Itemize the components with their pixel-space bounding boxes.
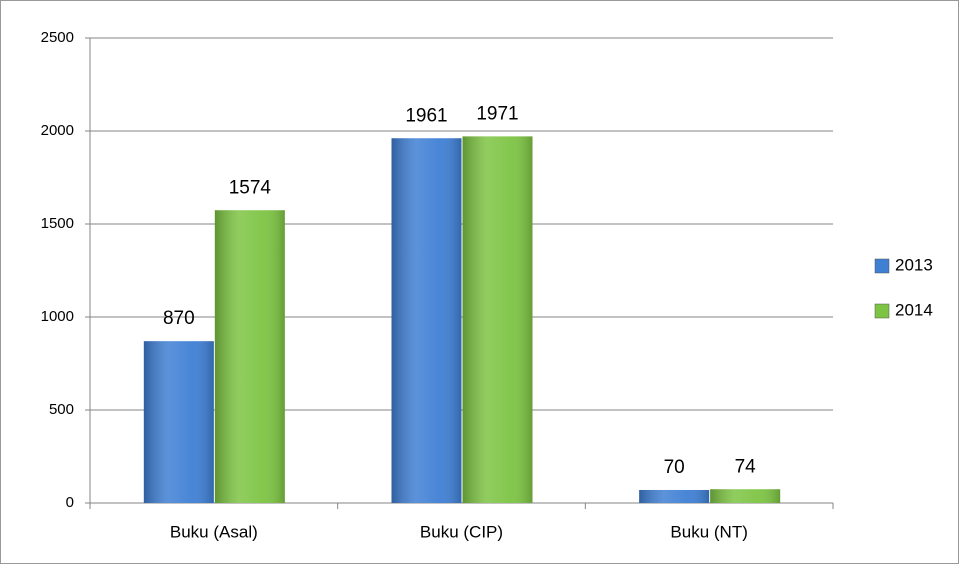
data-label: 1574 <box>229 177 272 198</box>
bar-shade <box>710 489 781 503</box>
y-tick-label: 2000 <box>41 122 74 139</box>
legend-swatch <box>874 303 890 319</box>
x-tick-label: Buku (NT) <box>670 522 747 541</box>
y-tick-label: 500 <box>49 401 74 418</box>
x-tick-label: Buku (Asal) <box>170 522 258 541</box>
data-label: 1961 <box>405 105 447 126</box>
bar-shade <box>462 136 533 504</box>
data-label: 70 <box>664 457 685 478</box>
y-tick-label: 0 <box>66 494 74 511</box>
x-tick-label: Buku (CIP) <box>420 522 503 541</box>
bar-shade <box>214 210 285 503</box>
bar-shade <box>639 489 710 503</box>
y-tick-label: 1000 <box>41 308 74 325</box>
data-label: 74 <box>735 456 757 477</box>
legend-label: 2014 <box>895 300 933 319</box>
legend-label: 2013 <box>895 255 933 274</box>
bar-shade <box>391 138 462 503</box>
data-label: 1971 <box>476 103 518 124</box>
data-label: 870 <box>163 308 195 329</box>
y-tick-label: 2500 <box>41 29 74 46</box>
bar-shade <box>143 341 214 503</box>
y-tick-label: 1500 <box>41 215 74 232</box>
legend-swatch <box>874 258 890 274</box>
